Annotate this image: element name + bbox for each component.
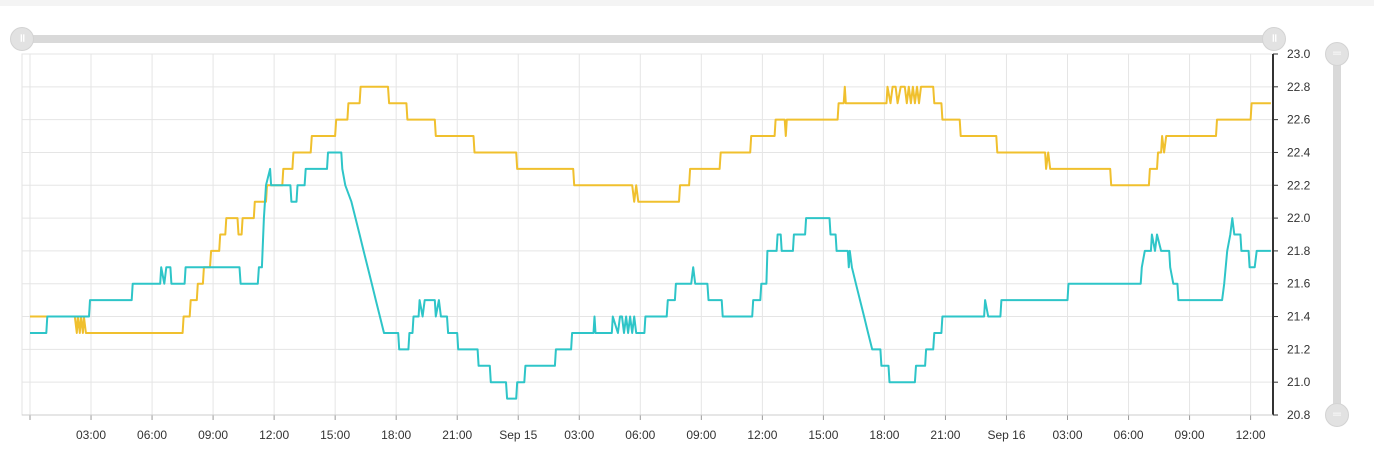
series-line-2 (30, 151, 1271, 400)
y-range-slider-track[interactable] (1333, 53, 1341, 415)
y-tick-label: 21.2 (1287, 342, 1311, 356)
x-tick-label: 12:00 (1236, 428, 1266, 442)
grip-icon: ═ (1333, 47, 1341, 60)
grip-icon: ॥ (18, 32, 26, 45)
x-tick-label: 12:00 (747, 428, 777, 442)
y-range-bottom-handle[interactable]: ═ (1325, 403, 1349, 427)
grip-icon: ॥ (1270, 32, 1278, 45)
axes: 20.8 21.0 21.2 21.4 21.6 21.8 22.0 22.2 22.4 22.6… (22, 47, 1311, 442)
x-tick-label: 03:00 (564, 428, 594, 442)
x-tick-label: 06:00 (137, 428, 167, 442)
y-tick-label: 22.6 (1287, 113, 1311, 127)
time-range-slider-track[interactable] (22, 35, 1273, 43)
series-line-1 (30, 85, 1271, 334)
series-group (30, 85, 1271, 400)
x-tick-label: 21:00 (442, 428, 472, 442)
y-tick-label: 22.4 (1287, 145, 1311, 159)
y-tick-label: 21.8 (1287, 244, 1311, 258)
x-tick-label: Sep 16 (987, 428, 1025, 442)
y-tick-label: 22.0 (1287, 211, 1311, 225)
x-tick-label: 06:00 (1114, 428, 1144, 442)
x-tick-label: 06:00 (625, 428, 655, 442)
y-tick-label: 22.8 (1287, 80, 1311, 94)
x-tick-label: 12:00 (259, 428, 289, 442)
y-range-top-handle[interactable]: ═ (1325, 42, 1349, 66)
x-tick-label: 15:00 (808, 428, 838, 442)
y-tick-label: 21.0 (1287, 375, 1311, 389)
grid-lines (21, 53, 1274, 416)
x-tick-label: 09:00 (1175, 428, 1205, 442)
x-tick-label: 09:00 (686, 428, 716, 442)
x-tick-label: 03:00 (76, 428, 106, 442)
top-bar (0, 0, 1374, 6)
range-end-handle[interactable]: ॥ (1262, 27, 1286, 51)
range-start-handle[interactable]: ॥ (10, 27, 34, 51)
grip-icon: ═ (1333, 408, 1341, 421)
x-tick-label: 03:00 (1052, 428, 1082, 442)
y-tick-label: 22.2 (1287, 178, 1311, 192)
x-tick-label: 18:00 (381, 428, 411, 442)
y-tick-label: 20.8 (1287, 408, 1311, 422)
x-tick-label: 18:00 (869, 428, 899, 442)
y-tick-label: 21.4 (1287, 310, 1311, 324)
x-tick-label: 15:00 (320, 428, 350, 442)
y-tick-label: 23.0 (1287, 47, 1311, 61)
y-tick-label: 21.6 (1287, 277, 1311, 291)
x-tick-label: Sep 15 (499, 428, 537, 442)
plot-area (21, 53, 1274, 416)
x-tick-label: 21:00 (930, 428, 960, 442)
x-tick-label: 09:00 (198, 428, 228, 442)
